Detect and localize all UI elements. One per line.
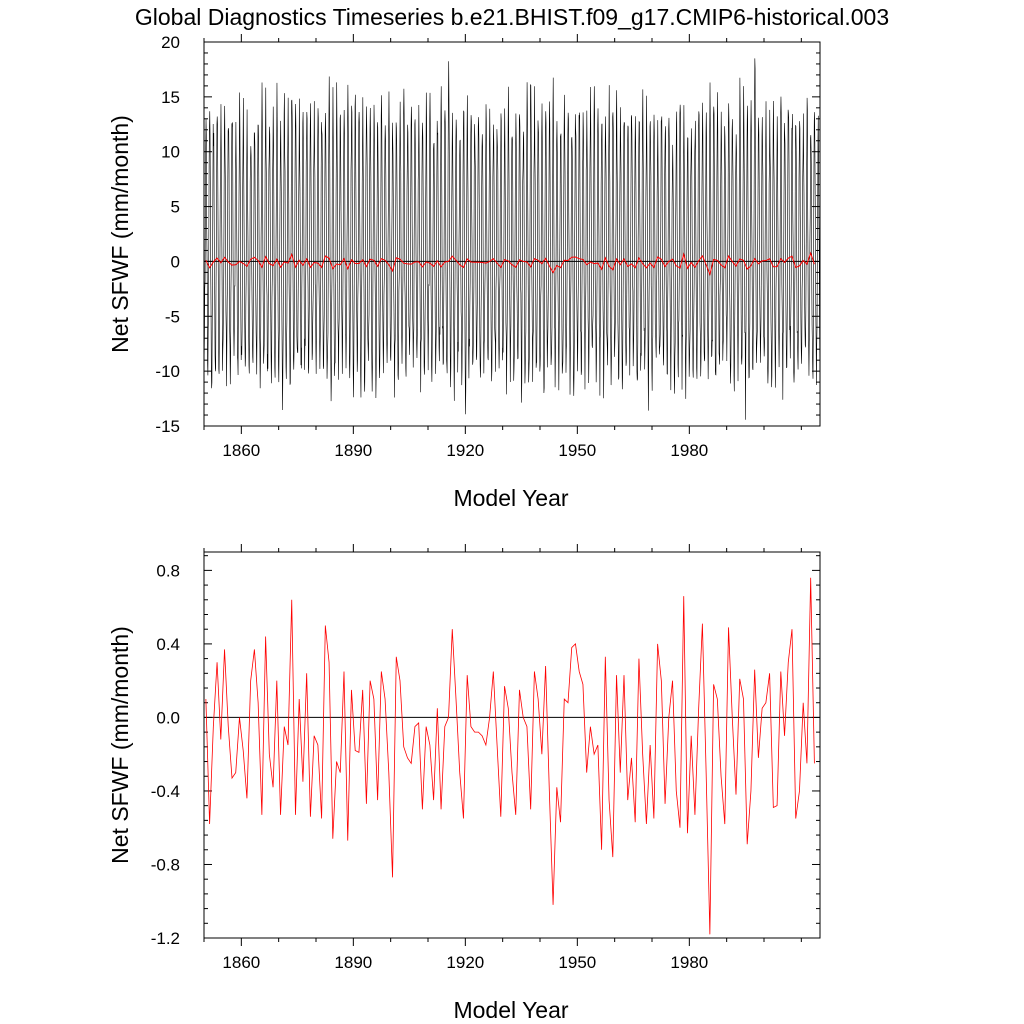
bottom-panel: -1.2 -0.8 -0.4 0.0 0.4 0.8 1860 1890 1920 1950 198… xyxy=(107,544,821,1023)
y-tick-label: 15 xyxy=(161,88,180,107)
chart-title: Global Diagnostics Timeseries b.e21.BHIS… xyxy=(135,4,889,30)
y-tick-label: -0.8 xyxy=(151,855,180,874)
x-tick-label: 1980 xyxy=(670,441,708,460)
y-axis-title: Net SFWF (mm/month) xyxy=(107,626,133,864)
x-tick-label: 1920 xyxy=(446,441,484,460)
y-tick-label: -1.2 xyxy=(151,929,180,948)
x-axis-title: Model Year xyxy=(453,997,568,1023)
y-tick-label: 5 xyxy=(171,198,180,217)
y-tick-label: 10 xyxy=(161,143,180,162)
y-axis-title: Net SFWF (mm/month) xyxy=(107,115,133,353)
x-tick-label: 1950 xyxy=(558,953,596,972)
x-tick-label: 1860 xyxy=(222,953,260,972)
y-tick-label: 0.8 xyxy=(156,561,180,580)
x-axis-title: Model Year xyxy=(453,485,568,511)
top-panel: -15 -10 -5 0 5 10 15 20 1860 1890 1920 1950 1980 Mode… xyxy=(107,33,821,511)
plot-frame xyxy=(203,41,821,427)
x-tick-label: 1980 xyxy=(670,953,708,972)
y-tick-label: -0.4 xyxy=(151,782,180,801)
annual-mean-line-top xyxy=(205,251,815,277)
x-tick-label: 1860 xyxy=(222,441,260,460)
y-tick-label: 0.0 xyxy=(156,708,180,727)
x-tick-label: 1890 xyxy=(334,441,372,460)
y-tick-label: -15 xyxy=(155,417,180,436)
x-tick-label: 1920 xyxy=(446,953,484,972)
y-tick-label: -5 xyxy=(165,307,180,326)
y-tick-label: 20 xyxy=(161,33,180,52)
x-tick-label: 1950 xyxy=(558,441,596,460)
y-tick-label: 0 xyxy=(171,252,180,271)
y-tick-label: 0.4 xyxy=(156,635,180,654)
annual-mean-line xyxy=(205,577,815,935)
x-tick-label: 1890 xyxy=(334,953,372,972)
monthly-series-line xyxy=(203,58,821,420)
plot-frame xyxy=(203,551,821,939)
y-tick-label: -10 xyxy=(155,362,180,381)
